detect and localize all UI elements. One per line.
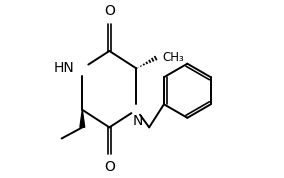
Text: N: N — [133, 114, 143, 128]
Text: O: O — [104, 4, 115, 18]
Text: HN: HN — [54, 61, 74, 75]
Polygon shape — [80, 110, 85, 127]
Text: O: O — [104, 160, 115, 174]
Text: CH₃: CH₃ — [163, 51, 184, 64]
